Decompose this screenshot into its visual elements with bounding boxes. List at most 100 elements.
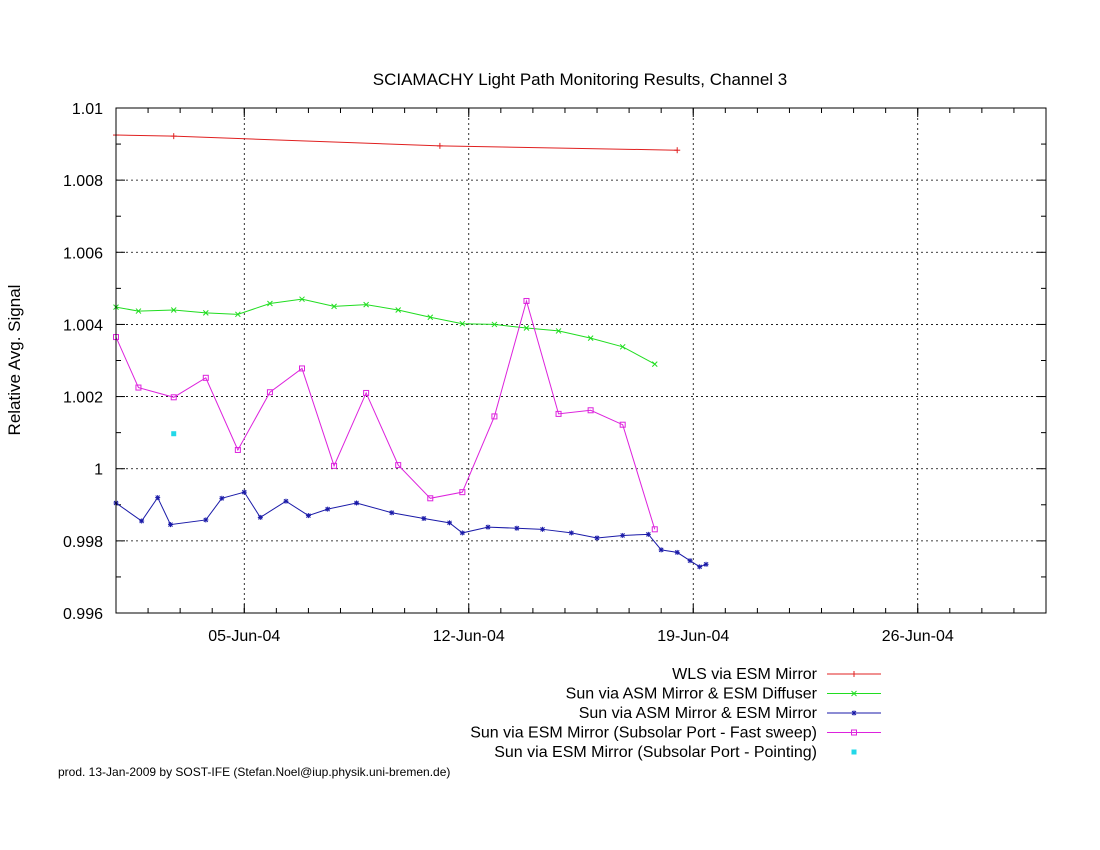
y-tick-label: 1.006 <box>63 245 103 262</box>
data-point <box>170 307 177 313</box>
data-point <box>523 325 530 331</box>
data-point <box>421 515 427 521</box>
data-point <box>619 421 626 428</box>
data-point <box>266 389 273 396</box>
footer-credit: prod. 13-Jan-2009 by SOST-IFE (Stefan.No… <box>58 765 450 779</box>
data-point <box>697 564 703 570</box>
data-point <box>620 532 626 538</box>
data-point <box>587 335 594 341</box>
data-point <box>170 133 177 140</box>
data-point <box>241 489 247 495</box>
x-axis-ticks: 05-Jun-04 12-Jun-04 19-Jun-04 26-Jun-04 <box>147 108 1015 645</box>
data-point <box>651 361 658 367</box>
y-tick-label: 1.008 <box>63 173 103 190</box>
series-1 <box>113 296 658 367</box>
series-line <box>115 491 707 568</box>
legend-label: Sun via ASM Mirror & ESM Diffuser <box>566 686 818 703</box>
data-point <box>171 431 177 437</box>
y-tick-label: 1.004 <box>63 317 103 334</box>
data-point <box>267 300 273 307</box>
data-point <box>658 547 664 553</box>
series-2 <box>113 489 709 570</box>
data-point <box>305 513 311 519</box>
data-point <box>363 301 369 308</box>
legend-sample <box>827 690 881 697</box>
legend-marker <box>851 690 857 697</box>
y-tick-label: 0.996 <box>63 606 103 623</box>
data-point <box>555 410 562 417</box>
data-point <box>202 310 209 316</box>
data-point <box>257 514 263 520</box>
data-point <box>135 308 142 314</box>
series-3 <box>113 297 658 533</box>
data-point <box>594 535 600 541</box>
data-point <box>540 526 546 532</box>
legend-marker <box>851 749 857 755</box>
data-point <box>651 526 658 533</box>
data-point <box>491 413 498 420</box>
legend-sample <box>827 710 881 716</box>
legend-sample <box>827 671 881 677</box>
data-point <box>703 561 709 567</box>
data-point <box>619 343 626 350</box>
plot-series <box>113 132 709 570</box>
x-tick-label: 12-Jun-04 <box>433 628 505 645</box>
x-tick-label: 05-Jun-04 <box>208 628 280 645</box>
data-point <box>523 297 530 304</box>
data-point <box>674 147 681 154</box>
data-point <box>299 296 305 303</box>
grid-lines <box>116 108 1046 613</box>
data-point <box>436 142 443 149</box>
legend-marker <box>851 710 857 716</box>
data-point <box>235 311 241 318</box>
legend-label: WLS via ESM Mirror <box>672 666 818 683</box>
data-point <box>283 498 289 504</box>
x-tick-label: 19-Jun-04 <box>657 628 729 645</box>
data-point <box>459 489 466 496</box>
series-line <box>115 299 656 530</box>
chart-title: SCIAMACHY Light Path Monitoring Results,… <box>373 70 788 89</box>
data-point <box>555 328 562 334</box>
series-line <box>115 134 678 151</box>
series-line <box>115 298 655 365</box>
data-point <box>325 506 331 512</box>
data-point <box>203 517 209 523</box>
data-point <box>514 525 520 531</box>
legend-label: Sun via ESM Mirror (Subsolar Port - Fast… <box>470 725 817 742</box>
data-point <box>485 524 491 530</box>
data-point <box>395 307 402 313</box>
data-point <box>219 495 225 501</box>
data-point <box>234 446 241 453</box>
legend: WLS via ESM Mirror Sun via ASM Mirror & E… <box>470 666 881 761</box>
y-tick-label: 1.01 <box>72 101 103 118</box>
data-point <box>395 462 402 469</box>
data-point <box>674 549 680 555</box>
legend-marker <box>851 729 857 736</box>
plot-frame <box>115 107 1047 614</box>
data-point <box>331 462 338 469</box>
legend-sample <box>827 729 881 736</box>
data-point <box>168 522 174 528</box>
data-point <box>139 518 145 524</box>
series-4 <box>171 431 177 437</box>
legend-label: Sun via ASM Mirror & ESM Mirror <box>579 705 818 722</box>
y-axis-label: Relative Avg. Signal <box>5 285 24 436</box>
data-point <box>354 500 360 506</box>
data-point <box>135 384 142 391</box>
data-point <box>568 530 574 536</box>
x-tick-label: 26-Jun-04 <box>882 628 954 645</box>
data-point <box>427 495 434 502</box>
legend-marker <box>851 671 857 677</box>
y-tick-label: 0.998 <box>63 534 103 551</box>
data-point <box>427 314 434 321</box>
data-point <box>687 558 693 564</box>
legend-sample <box>851 749 857 755</box>
data-point <box>299 365 305 372</box>
data-point <box>170 394 177 401</box>
series-0 <box>113 132 681 154</box>
data-point <box>389 510 395 516</box>
data-point <box>491 321 498 328</box>
legend-label: Sun via ESM Mirror (Subsolar Port - Poin… <box>494 744 817 761</box>
data-point <box>447 520 453 526</box>
